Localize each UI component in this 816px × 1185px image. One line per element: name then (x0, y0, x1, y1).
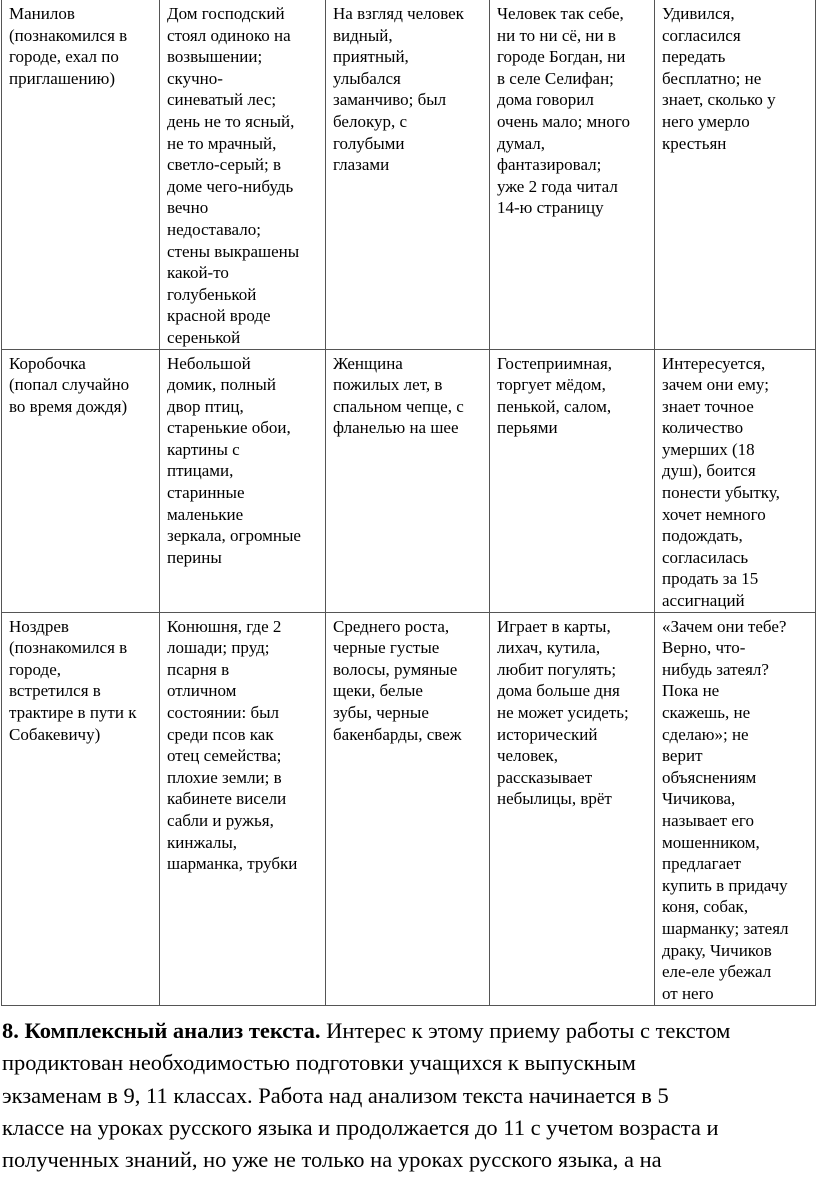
estate-cell: Дом господский стоял одиноко на возвышен… (159, 0, 326, 350)
estate-cell: Конюшня, где 2 лошади; пруд; псарня в от… (159, 611, 326, 1006)
paragraph-text: Интерес к этому приему работы с текстом … (2, 1018, 731, 1173)
character-cell: Коробочка (попал случайно во время дождя… (1, 348, 160, 613)
table-row: Манилов (познакомился в городе, ехал по … (1, 0, 816, 350)
character-traits-cell: Играет в карты, лихач, кутила, любит пог… (489, 611, 655, 1006)
appearance-cell: Женщина пожилых лет, в спальном чепце, с… (325, 348, 490, 613)
character-traits-cell: Гостеприимная, торгует мёдом, пенькой, с… (489, 348, 655, 613)
character-cell: Ноздрев (познакомился в городе, встретил… (1, 611, 160, 1006)
appearance-cell: На взгляд человек видный, приятный, улыб… (325, 0, 490, 350)
appearance-cell: Среднего роста, черные густые волосы, ру… (325, 611, 490, 1006)
section-heading: 8. Комплексный анализ текста. (2, 1018, 321, 1043)
reaction-cell: Удивился, согласился передать бесплатно;… (654, 0, 816, 350)
characters-table: Манилов (познакомился в городе, ехал по … (1, 0, 816, 1006)
reaction-cell: Интересуется, зачем они ему; знает точно… (654, 348, 816, 613)
character-traits-cell: Человек так себе, ни то ни сё, ни в горо… (489, 0, 655, 350)
estate-cell: Небольшой домик, полный двор птиц, старе… (159, 348, 326, 613)
reaction-cell: «Зачем они тебе? Верно, что- нибудь зате… (654, 611, 816, 1006)
character-cell: Манилов (познакомился в городе, ехал по … (1, 0, 160, 350)
body-paragraph: 8. Комплексный анализ текста. Интерес к … (2, 1015, 816, 1176)
table-row: Коробочка (попал случайно во время дождя… (1, 348, 816, 613)
table-row: Ноздрев (познакомился в городе, встретил… (1, 611, 816, 1006)
